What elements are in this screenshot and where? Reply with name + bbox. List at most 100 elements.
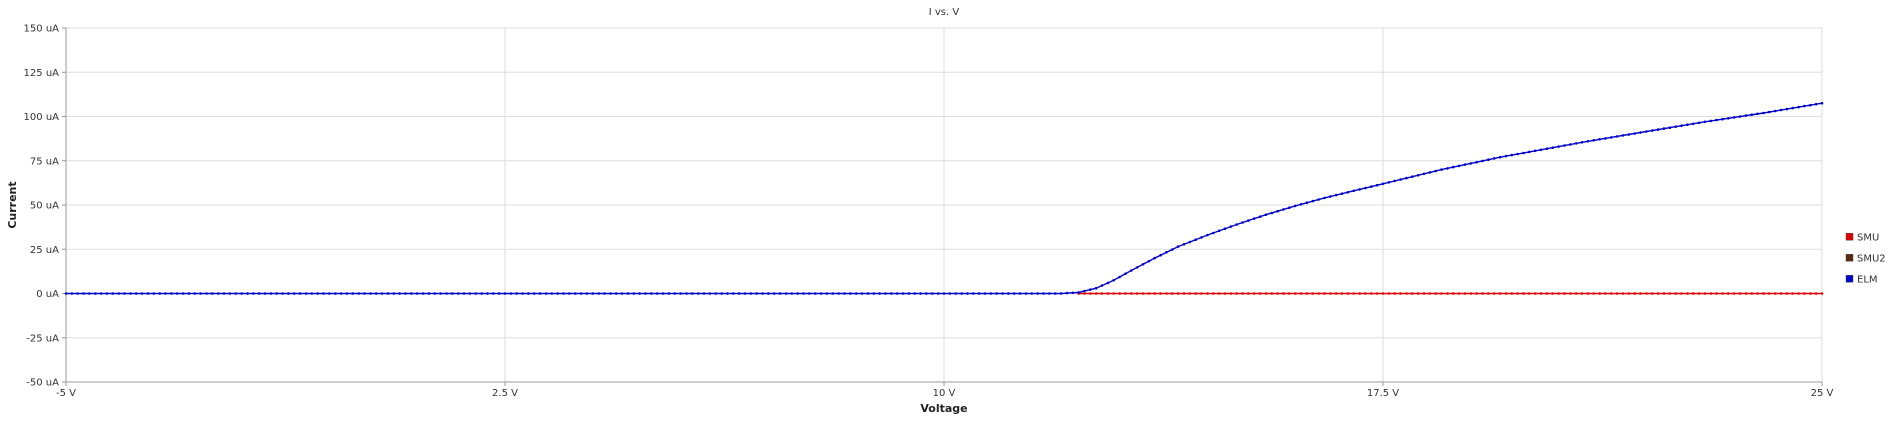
series-elm-point [702,292,706,295]
series-elm-point [1001,292,1004,295]
series-elm-point [1446,167,1449,170]
series-elm-point [1463,163,1467,166]
series-smu-point [1305,292,1309,295]
series-elm-point [767,292,770,295]
series-elm-point [222,292,226,295]
series-smu-point [1820,292,1824,295]
series-elm-point [1200,236,1203,239]
series-elm-point [527,292,530,295]
series-smu-point [1381,292,1385,295]
series-smu-point [1440,292,1443,295]
series-smu-point [1411,292,1414,295]
series-elm-point [328,292,331,295]
series-elm-point [913,292,916,295]
series-elm-point [585,292,589,295]
series-smu-markers [1077,292,1824,295]
y-tick-label: 125 uA [24,68,60,79]
series-elm-point [556,292,559,295]
series-elm-point [211,292,214,295]
series-smu-point [1206,292,1209,295]
series-elm-point [293,292,296,295]
series-smu-point [1364,292,1367,295]
series-elm-point [784,292,788,295]
series-elm-point [1545,147,1549,150]
series-elm-point [1311,199,1315,203]
series-smu-point [1791,292,1794,295]
series-elm-point [919,292,922,295]
series-elm-point [1065,291,1069,295]
series-elm-point [1375,183,1379,187]
series-elm-point [1346,191,1350,194]
series-elm-point [1370,185,1373,188]
series-smu-point [1809,292,1812,295]
series-smu-point [1182,292,1186,295]
series-elm-point [304,292,308,295]
series-smu-point [1159,292,1162,295]
series-smu-point [1750,292,1754,295]
series-smu-point [1633,292,1636,295]
series-elm-point [468,292,472,295]
series-elm-point [813,292,817,295]
series-elm-point [240,292,243,295]
x-tick-label: 10 V [933,388,956,399]
series-elm-point [1785,107,1789,111]
series-elm-point [497,292,501,295]
series-elm-point [1118,275,1121,279]
series-elm-point [843,292,846,295]
series-elm-point [1732,116,1736,119]
series-smu-point [1516,292,1519,295]
series-smu-point [1434,292,1437,295]
series-smu-point [1188,292,1192,295]
series-elm-point [1229,225,1233,228]
series-elm-point [322,292,325,295]
series-smu-point [1153,292,1156,295]
series-elm-point [117,292,120,295]
y-tick-label: 75 uA [30,156,59,167]
series-elm-point [1048,292,1051,295]
y-tick-label: 25 uA [30,245,59,256]
series-elm-point [1510,153,1514,157]
series-smu-point [1727,292,1730,295]
series-elm-point [808,292,811,295]
series-smu-point [1399,292,1402,295]
series-elm-point [1299,203,1303,206]
series-elm-point [1334,193,1338,197]
series-elm-point [82,292,85,295]
series-elm-point [1610,136,1613,139]
series-smu-point [1106,292,1110,295]
series-smu-point [1340,292,1344,295]
series-elm-point [181,292,185,295]
series-elm-point [849,292,852,295]
series-elm-point [1639,131,1642,134]
series-smu-point [1334,292,1338,295]
series-smu-point [1586,292,1590,295]
series-smu-point [1165,292,1168,295]
series-smu-point [1703,292,1707,295]
series-elm-point [1083,289,1086,293]
series-smu-point [1504,292,1508,295]
series-smu-point [1282,292,1285,295]
series-elm-point [1539,148,1543,152]
series-elm-point [802,292,805,295]
series-elm-point [480,292,483,295]
series-smu-point [1539,292,1543,295]
series-elm-point [521,292,524,295]
series-smu-point [1686,292,1689,295]
series-smu-point [1732,292,1736,295]
series-smu-point [1598,292,1601,295]
series-elm-point [1469,162,1473,165]
series-elm-point [1680,124,1683,127]
series-smu-point [1797,292,1800,295]
series-elm-point [854,292,858,295]
series-elm-point [778,292,782,295]
series-elm-point [1504,154,1508,158]
series-smu-point [1768,292,1771,295]
chart-title: I vs. V [929,7,960,18]
series-elm-point [123,292,126,295]
series-elm-point [544,292,548,295]
series-elm-point [720,292,723,295]
series-elm-point [70,292,74,295]
series-smu-point [1118,292,1121,295]
series-elm-point [492,292,495,295]
series-smu-point [1094,292,1098,295]
